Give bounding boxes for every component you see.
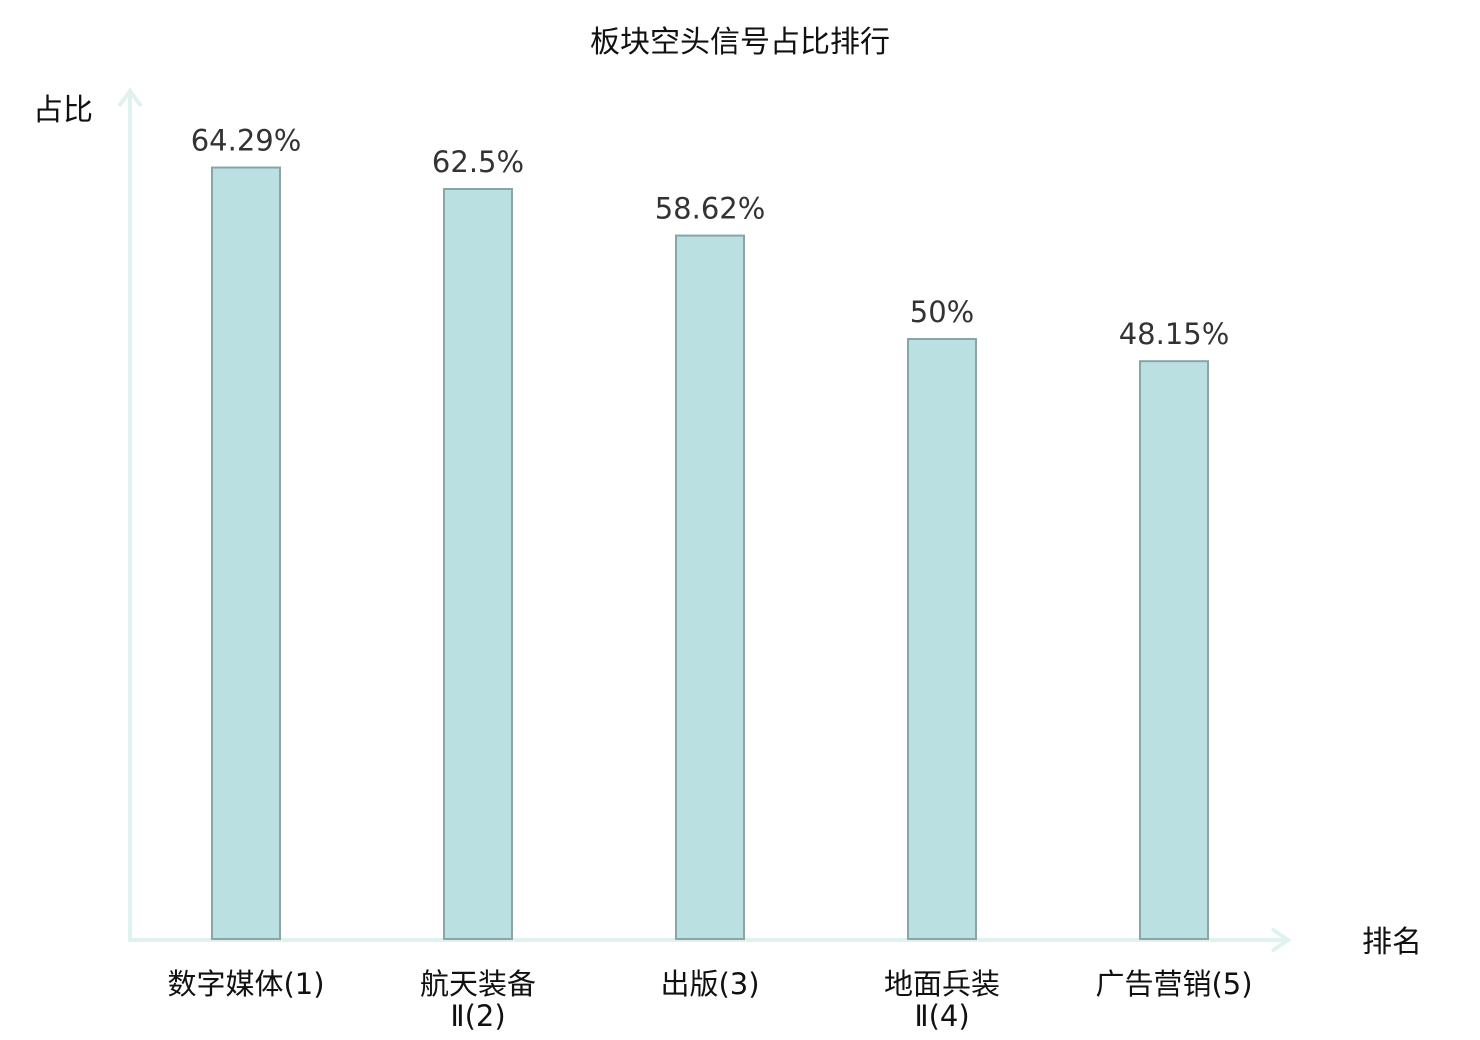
- category-label-3: 出版(3): [660, 967, 759, 1001]
- category-label-4-line-1: 地面兵装: [884, 967, 1000, 1001]
- value-labels-group: 64.29% 62.5% 58.62% 50% 48.15%: [191, 124, 1230, 352]
- bar-2: [443, 188, 513, 940]
- y-axis-arrow-icon: [117, 87, 143, 108]
- value-label-5: 48.15%: [1119, 317, 1230, 351]
- category-label-4-line-2: Ⅱ(4): [914, 999, 969, 1033]
- value-label-4: 50%: [910, 295, 974, 329]
- bar-5: [1139, 360, 1209, 940]
- category-label-5: 广告营销(5): [1095, 967, 1252, 1001]
- chart-title: 板块空头信号占比排行: [590, 25, 890, 60]
- x-axis-label: 排名: [1362, 925, 1422, 960]
- y-axis-label: 占比: [33, 93, 93, 128]
- category-label-2-line-2: Ⅱ(2): [450, 999, 505, 1033]
- x-axis-arrow-icon: [1270, 927, 1292, 953]
- value-label-3: 58.62%: [655, 192, 766, 226]
- value-label-1: 64.29%: [191, 124, 302, 158]
- bar-1: [211, 166, 281, 940]
- bar-3: [675, 234, 745, 940]
- category-label-1: 数字媒体(1): [167, 967, 324, 1001]
- bars-group: [211, 166, 1209, 940]
- category-label-2-line-1: 航天装备: [420, 967, 536, 1001]
- bar-4: [907, 338, 977, 940]
- value-label-2: 62.5%: [432, 145, 524, 179]
